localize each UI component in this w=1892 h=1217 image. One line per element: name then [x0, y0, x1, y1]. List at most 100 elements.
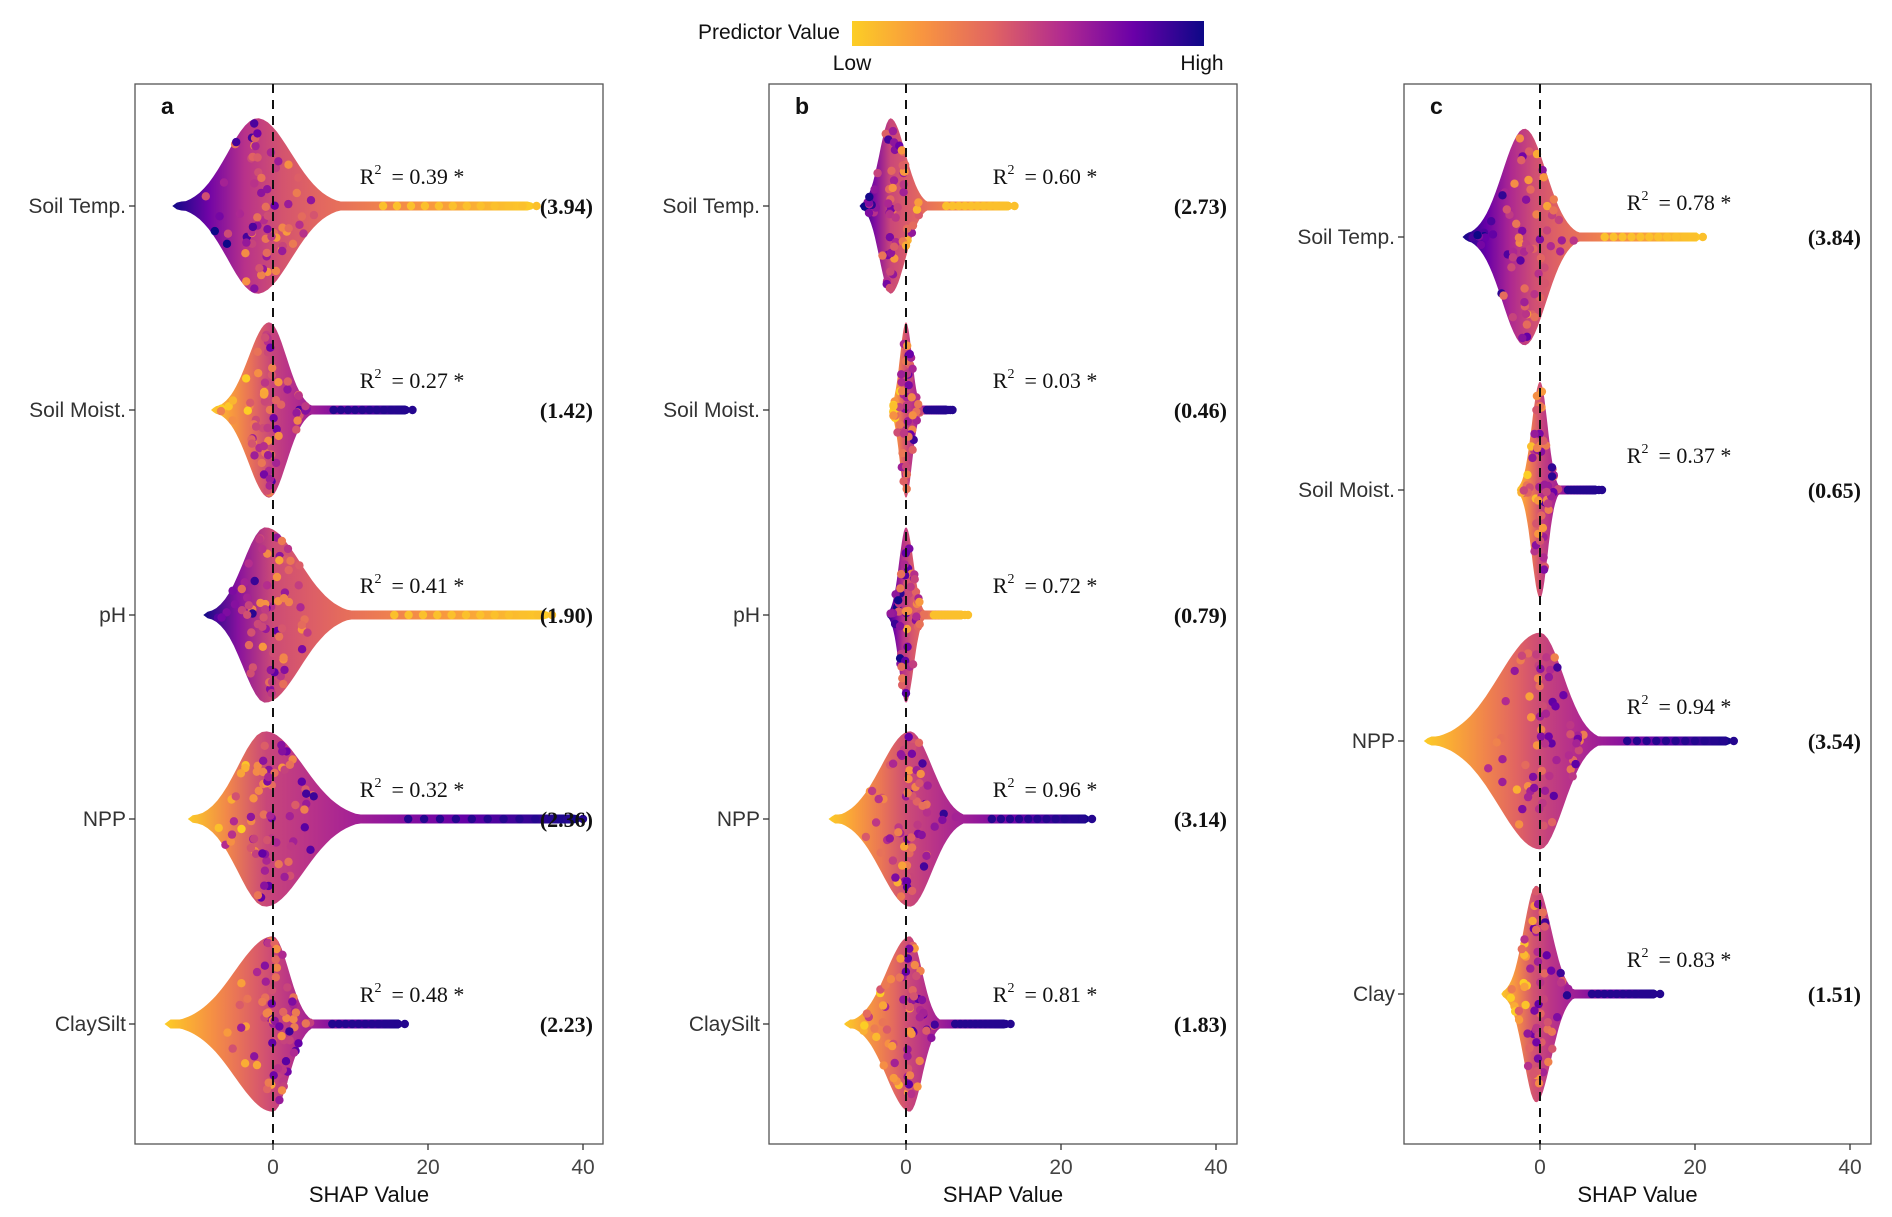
data-point — [878, 1018, 887, 1027]
data-point — [912, 971, 921, 981]
data-point — [297, 645, 307, 654]
data-point — [241, 249, 250, 258]
data-point — [448, 201, 457, 211]
legend-colorbar — [852, 21, 1204, 46]
data-point — [272, 425, 281, 434]
data-point — [905, 766, 914, 775]
data-point — [922, 851, 931, 860]
data-point — [1534, 269, 1543, 278]
data-point — [973, 201, 982, 211]
data-point — [285, 812, 294, 821]
data-point — [1537, 766, 1547, 775]
data-point — [299, 229, 308, 238]
data-point — [1521, 760, 1530, 770]
data-point — [262, 1084, 272, 1094]
r2-value: = 0.37 * — [1658, 443, 1731, 468]
data-point — [1492, 738, 1501, 747]
data-point — [1520, 284, 1529, 293]
x-tick-label: 0 — [267, 1156, 279, 1179]
data-point — [1542, 653, 1551, 662]
data-point — [914, 738, 924, 747]
data-point — [1543, 1018, 1553, 1027]
data-point — [328, 1019, 337, 1029]
y-tick-label: ClaySilt — [689, 1013, 760, 1036]
data-point — [251, 141, 260, 151]
violin-npp — [828, 731, 1097, 907]
data-point — [214, 823, 223, 833]
r2-superscript: 2 — [1641, 442, 1648, 457]
data-point — [237, 824, 246, 834]
data-point — [1553, 663, 1562, 672]
r2-superscript: 2 — [374, 981, 381, 996]
data-point — [1627, 232, 1636, 242]
x-tick-label: 40 — [571, 1156, 594, 1179]
data-point — [257, 188, 266, 198]
importance-value: (2.23) — [540, 1012, 593, 1037]
data-point — [1564, 984, 1573, 994]
violin-npp — [187, 731, 588, 907]
data-point — [908, 660, 918, 669]
data-point — [1530, 1006, 1539, 1015]
data-point — [930, 1020, 939, 1029]
y-tick-label: Clay — [1353, 983, 1396, 1006]
data-point — [279, 594, 289, 603]
data-point — [289, 1015, 298, 1024]
data-point — [277, 624, 287, 633]
r2-value: = 0.60 * — [1024, 164, 1097, 189]
data-point — [1521, 309, 1531, 319]
data-point — [547, 814, 556, 824]
data-point — [288, 997, 297, 1006]
y-tick-label: pH — [99, 604, 126, 627]
data-point — [265, 474, 275, 484]
data-point — [297, 620, 306, 630]
data-point — [1645, 232, 1654, 242]
data-point — [296, 603, 305, 612]
data-point — [483, 814, 492, 824]
data-point — [904, 732, 913, 742]
data-point — [334, 1019, 344, 1029]
y-tick-label: ClaySilt — [55, 1013, 126, 1036]
r2-value: = 0.83 * — [1658, 947, 1731, 972]
violin-soil-temp — [1462, 128, 1708, 346]
data-point — [1547, 966, 1556, 975]
data-point — [272, 944, 281, 954]
data-point — [905, 1071, 915, 1080]
violin-shape — [164, 936, 405, 1112]
data-point — [251, 422, 261, 431]
data-point — [1526, 713, 1536, 722]
data-point — [890, 242, 899, 251]
r2-annotation: R2 = 0.39 * — [360, 163, 465, 189]
data-point — [277, 740, 286, 750]
data-point — [1547, 1027, 1557, 1037]
data-point — [1532, 1023, 1541, 1033]
r2-annotation: R2 = 0.81 * — [993, 981, 1098, 1007]
data-point — [1624, 989, 1634, 999]
data-point — [886, 975, 896, 984]
data-point — [889, 411, 898, 420]
data-point — [1517, 651, 1527, 660]
importance-value: (3.94) — [540, 194, 593, 219]
r2-value: = 0.78 * — [1658, 190, 1731, 215]
data-point — [341, 1019, 350, 1029]
data-point — [274, 431, 283, 441]
data-point — [343, 405, 353, 415]
data-point — [1004, 201, 1013, 211]
data-point — [462, 201, 471, 211]
r2-value: = 0.72 * — [1024, 573, 1097, 598]
data-point — [264, 938, 273, 948]
data-point — [253, 347, 262, 356]
data-point — [960, 201, 970, 211]
r2-superscript: 2 — [1007, 367, 1014, 382]
data-point — [870, 185, 879, 194]
data-point — [250, 119, 259, 128]
data-point — [867, 786, 877, 796]
data-point — [1545, 771, 1554, 781]
violin-claysilt — [164, 936, 409, 1112]
data-point — [1512, 785, 1522, 794]
data-point — [267, 232, 276, 241]
data-point — [909, 992, 919, 1001]
data-point — [1476, 240, 1486, 250]
importance-value: (0.46) — [1174, 398, 1227, 423]
data-point — [1518, 804, 1527, 814]
data-point — [263, 835, 272, 845]
